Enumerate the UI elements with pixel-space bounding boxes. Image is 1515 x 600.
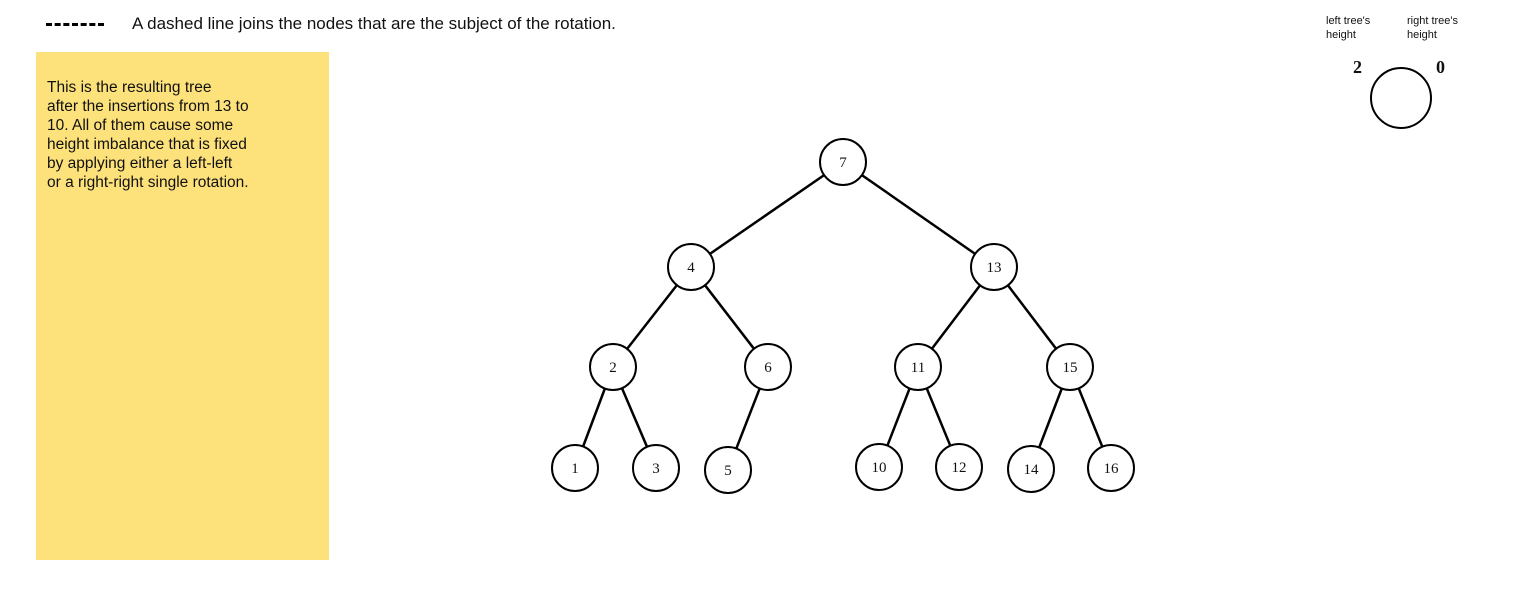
tree-node-label: 11 — [911, 360, 925, 376]
tree-node-label: 7 — [839, 155, 847, 171]
tree-edge — [735, 387, 761, 450]
tree-edge — [886, 387, 911, 447]
tree-node-circle — [667, 243, 715, 291]
tree-node-label: 1 — [571, 461, 579, 477]
tree-node-2: 2 — [589, 343, 637, 391]
tree-node-1: 1 — [551, 444, 599, 492]
tree-edge — [620, 387, 649, 448]
note-line: by applying either a left-left — [47, 155, 233, 172]
tree-node-label: 14 — [1024, 462, 1040, 478]
tree-edge — [925, 387, 952, 447]
tree-node-label: 12 — [952, 460, 967, 476]
legend-text: A dashed line joins the nodes that are t… — [132, 14, 616, 33]
tree-node-circle — [551, 444, 599, 492]
tree-edge — [1038, 388, 1063, 448]
tree-node-circle — [1046, 343, 1094, 391]
left-height-value: 2 — [1353, 57, 1362, 77]
tree-node-label: 13 — [987, 260, 1002, 276]
tree-node-14: 14 — [1007, 445, 1055, 493]
right-height-label-line2: height — [1407, 29, 1437, 41]
tree-edge — [1006, 284, 1058, 350]
tree-node-7: 7 — [819, 138, 867, 186]
right-height-value: 0 — [1436, 57, 1445, 77]
balance-node-circle — [1370, 67, 1432, 129]
tree-node-circle — [970, 243, 1018, 291]
right-height-label-line1: right tree's — [1407, 15, 1459, 27]
tree-node-circle — [632, 444, 680, 492]
tree-node-11: 11 — [894, 343, 942, 391]
tree-node-label: 10 — [872, 460, 887, 476]
left-height-label-line1: left tree's — [1326, 15, 1371, 27]
note-line: or a right-right single rotation. — [47, 174, 249, 191]
tree-node-label: 15 — [1063, 360, 1078, 376]
tree-node-circle — [819, 138, 867, 186]
explanation-note: This is the resulting tree after the ins… — [36, 52, 329, 560]
tree-node-label: 16 — [1104, 461, 1120, 477]
note-line: 10. All of them cause some — [47, 117, 234, 134]
tree-edge — [704, 284, 755, 350]
tree-node-circle — [855, 443, 903, 491]
tree-node-10: 10 — [855, 443, 903, 491]
tree-node-12: 12 — [935, 443, 983, 491]
tree-node-label: 5 — [724, 463, 732, 479]
tree-node-5: 5 — [704, 446, 752, 494]
tree-node-label: 2 — [609, 360, 617, 376]
tree-edge — [626, 284, 678, 350]
tree-node-circle — [744, 343, 792, 391]
tree-node-circle — [1087, 444, 1135, 492]
tree-edge — [581, 388, 607, 447]
tree-node-circle — [935, 443, 983, 491]
tree-node-label: 6 — [764, 360, 772, 376]
tree-node-13: 13 — [970, 243, 1018, 291]
note-line: after the insertions from 13 to — [47, 98, 249, 115]
note-line: height imbalance that is fixed — [47, 136, 247, 153]
tree-node-4: 4 — [667, 243, 715, 291]
tree-node-3: 3 — [632, 444, 680, 492]
tree-node-label: 3 — [652, 461, 660, 477]
tree-node-circle — [894, 343, 942, 391]
tree-nodes: 74 132 6 11 151 3 5 10 12 14 16 — [551, 138, 1135, 494]
tree-node-16: 16 — [1087, 444, 1135, 492]
tree-edge — [709, 174, 825, 255]
tree-node-label: 4 — [687, 260, 695, 276]
tree-node-circle — [1007, 445, 1055, 493]
tree-edges — [581, 174, 1104, 450]
tree-edge — [1077, 387, 1104, 448]
left-height-label-line2: height — [1326, 29, 1356, 41]
tree-edge — [930, 284, 982, 350]
tree-edge — [861, 174, 976, 255]
dashed-line-sample — [46, 22, 104, 26]
legend: A dashed line joins the nodes that are t… — [46, 12, 616, 36]
tree-node-circle — [589, 343, 637, 391]
tree-node-6: 6 — [744, 343, 792, 391]
tree-node-circle — [704, 446, 752, 494]
tree-node-15: 15 — [1046, 343, 1094, 391]
note-line: This is the resulting tree — [47, 79, 212, 96]
